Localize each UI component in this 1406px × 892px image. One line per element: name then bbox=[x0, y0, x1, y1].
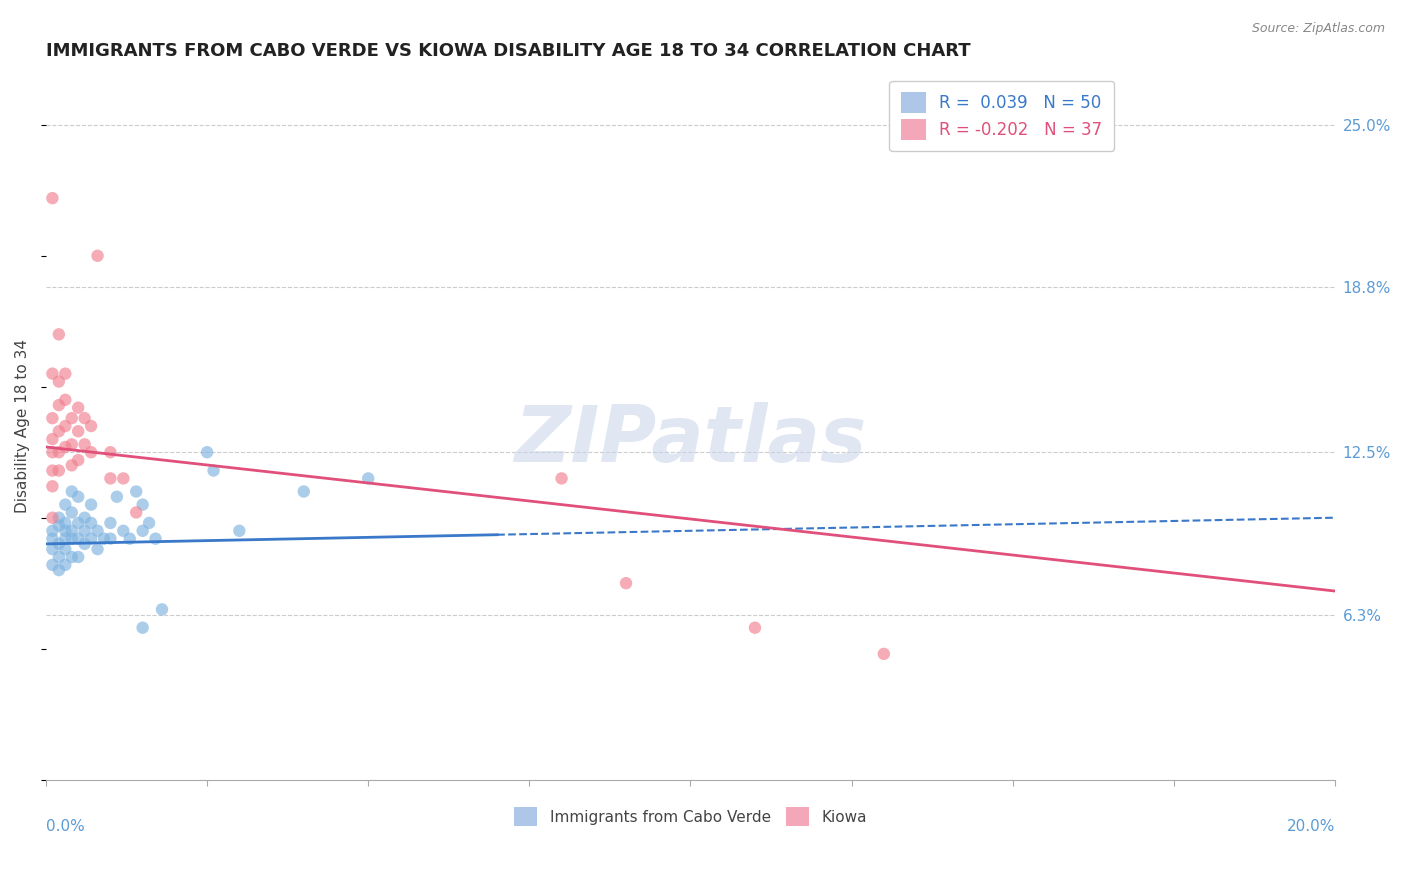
Point bbox=[357, 471, 380, 485]
Point bbox=[150, 602, 173, 616]
Point bbox=[80, 445, 103, 459]
Point bbox=[292, 484, 315, 499]
Y-axis label: Disability Age 18 to 34: Disability Age 18 to 34 bbox=[15, 339, 30, 513]
Point bbox=[100, 471, 122, 485]
Point bbox=[67, 490, 90, 504]
Point bbox=[48, 424, 70, 438]
Point bbox=[80, 498, 103, 512]
Point bbox=[53, 542, 76, 557]
Legend: Immigrants from Cabo Verde, Kiowa: Immigrants from Cabo Verde, Kiowa bbox=[509, 801, 873, 832]
Point bbox=[73, 437, 96, 451]
Point bbox=[873, 647, 896, 661]
Text: 20.0%: 20.0% bbox=[1286, 819, 1334, 833]
Point bbox=[744, 621, 766, 635]
Point bbox=[41, 524, 63, 538]
Point bbox=[41, 367, 63, 381]
Point bbox=[80, 532, 103, 546]
Point bbox=[41, 411, 63, 425]
Point bbox=[48, 510, 70, 524]
Point bbox=[131, 524, 153, 538]
Point bbox=[125, 506, 148, 520]
Point bbox=[100, 445, 122, 459]
Point bbox=[60, 437, 83, 451]
Text: ZIPatlas: ZIPatlas bbox=[515, 402, 866, 478]
Point bbox=[48, 375, 70, 389]
Point bbox=[60, 524, 83, 538]
Point bbox=[53, 516, 76, 530]
Point bbox=[80, 516, 103, 530]
Point bbox=[41, 542, 63, 557]
Point bbox=[67, 516, 90, 530]
Text: IMMIGRANTS FROM CABO VERDE VS KIOWA DISABILITY AGE 18 TO 34 CORRELATION CHART: IMMIGRANTS FROM CABO VERDE VS KIOWA DISA… bbox=[46, 42, 970, 60]
Point bbox=[48, 518, 70, 533]
Point bbox=[53, 419, 76, 434]
Point bbox=[48, 445, 70, 459]
Point bbox=[53, 392, 76, 407]
Text: Source: ZipAtlas.com: Source: ZipAtlas.com bbox=[1251, 22, 1385, 36]
Point bbox=[118, 532, 141, 546]
Point bbox=[60, 458, 83, 473]
Point bbox=[41, 445, 63, 459]
Point bbox=[67, 424, 90, 438]
Point bbox=[67, 549, 90, 564]
Point bbox=[53, 367, 76, 381]
Point bbox=[112, 471, 135, 485]
Point bbox=[550, 471, 572, 485]
Point bbox=[73, 510, 96, 524]
Point bbox=[86, 524, 108, 538]
Point bbox=[48, 537, 70, 551]
Point bbox=[48, 398, 70, 412]
Point bbox=[112, 524, 135, 538]
Point bbox=[73, 537, 96, 551]
Point bbox=[86, 542, 108, 557]
Point bbox=[60, 532, 83, 546]
Point bbox=[145, 532, 167, 546]
Point bbox=[100, 532, 122, 546]
Point bbox=[100, 516, 122, 530]
Point bbox=[53, 440, 76, 454]
Point bbox=[138, 516, 160, 530]
Point bbox=[131, 621, 153, 635]
Point bbox=[41, 532, 63, 546]
Point bbox=[105, 490, 128, 504]
Point bbox=[53, 524, 76, 538]
Point bbox=[86, 249, 108, 263]
Point bbox=[41, 558, 63, 572]
Point bbox=[80, 419, 103, 434]
Point bbox=[41, 479, 63, 493]
Point bbox=[48, 464, 70, 478]
Point bbox=[202, 464, 225, 478]
Point bbox=[67, 532, 90, 546]
Point bbox=[60, 411, 83, 425]
Point bbox=[48, 327, 70, 342]
Point bbox=[614, 576, 637, 591]
Point bbox=[60, 506, 83, 520]
Point bbox=[125, 484, 148, 499]
Point bbox=[53, 558, 76, 572]
Point bbox=[41, 464, 63, 478]
Point bbox=[48, 563, 70, 577]
Point bbox=[53, 498, 76, 512]
Point bbox=[195, 445, 218, 459]
Point bbox=[48, 549, 70, 564]
Point bbox=[73, 524, 96, 538]
Point bbox=[41, 510, 63, 524]
Point bbox=[73, 411, 96, 425]
Point bbox=[60, 484, 83, 499]
Point bbox=[93, 532, 115, 546]
Text: 0.0%: 0.0% bbox=[46, 819, 84, 833]
Point bbox=[60, 549, 83, 564]
Point bbox=[41, 432, 63, 446]
Point bbox=[67, 453, 90, 467]
Point bbox=[228, 524, 250, 538]
Point bbox=[131, 498, 153, 512]
Point bbox=[67, 401, 90, 415]
Point bbox=[41, 191, 63, 205]
Point bbox=[53, 532, 76, 546]
